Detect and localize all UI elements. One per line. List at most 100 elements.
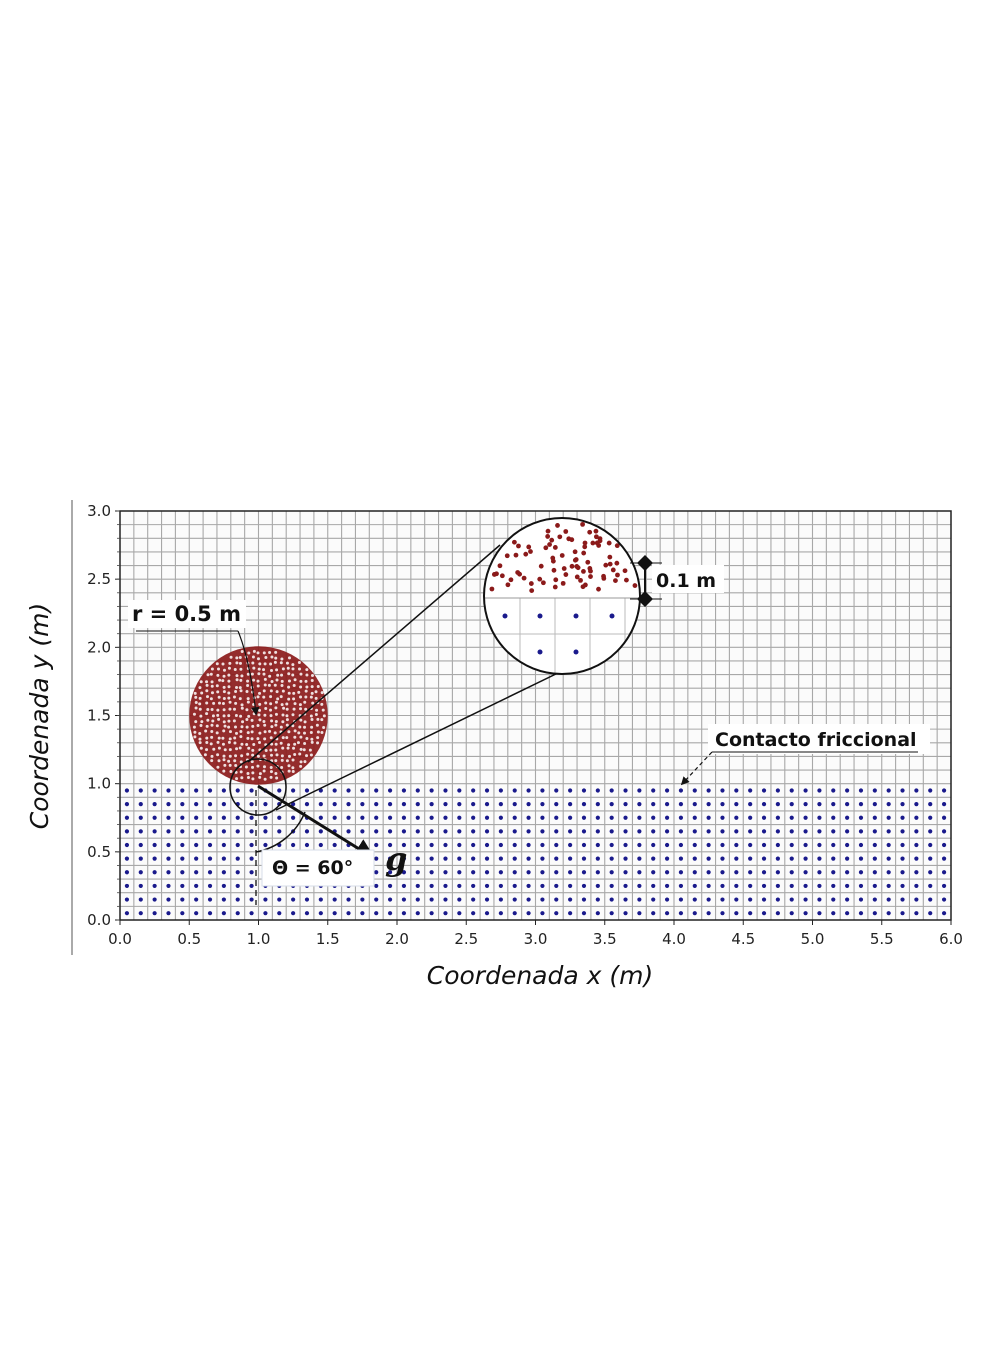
base-particle [207, 911, 213, 916]
zoom-disk-particle [550, 555, 556, 561]
disk-particle-gap [252, 712, 256, 716]
disk-particle-gap [205, 680, 209, 684]
base-particle [221, 897, 226, 902]
base-particle [374, 829, 379, 834]
contact-label: Contacto friccional [715, 729, 917, 751]
base-particle [180, 911, 185, 916]
base-particle [664, 829, 670, 834]
radius-label-bg [128, 600, 246, 628]
base-particle [914, 870, 919, 875]
radius-leader-arrow [237, 630, 260, 716]
base-particle [900, 897, 905, 902]
disk-particle-gap [222, 769, 226, 773]
base-particle [526, 829, 531, 834]
disk-particle-gap [234, 725, 238, 729]
contact-label-bg [708, 724, 930, 754]
base-particle [568, 842, 573, 848]
disk-particle-gap [262, 672, 266, 676]
base-particle [872, 883, 877, 889]
disk-particle-gap [298, 667, 302, 671]
base-particle [664, 911, 670, 916]
base-particle [304, 788, 310, 793]
base-particle [637, 788, 642, 793]
base-particle [623, 856, 628, 861]
base-particle [457, 842, 462, 848]
base-particle [900, 870, 905, 875]
zoom-disk-particle [607, 561, 613, 567]
base-particle [734, 829, 739, 834]
base-particle [664, 788, 670, 793]
base-particle [291, 897, 296, 902]
disk-particle-gap [267, 683, 271, 687]
disk-particle-gap [198, 741, 202, 745]
disk-particle-gap [199, 680, 203, 684]
base-particle [706, 911, 711, 916]
base-particle [789, 911, 794, 916]
base-particle [748, 883, 753, 889]
disk-particle-gap [285, 707, 289, 711]
disk-particle-gap [239, 770, 243, 774]
x-tick-label: 4.0 [662, 930, 686, 948]
base-particle [194, 829, 199, 834]
base-particle [152, 856, 157, 861]
base-particle [387, 802, 393, 807]
base-particle [526, 842, 531, 848]
base-particle [554, 802, 559, 807]
base-particle [678, 856, 684, 861]
disk-particle-gap [297, 731, 301, 735]
base-particle [304, 829, 310, 834]
zoom-disk-particle [572, 549, 578, 555]
base-particle [554, 829, 559, 834]
base-particle [734, 815, 739, 820]
base-particle [775, 856, 780, 861]
y-axis-title: Coordenada y (m) [25, 603, 54, 829]
disk-particle-gap [280, 758, 284, 762]
disk-particle-gap [227, 725, 231, 729]
zoom-disk-particle [494, 571, 499, 577]
base-particle [803, 870, 808, 875]
base-particle [706, 870, 711, 875]
disk-particle-gap [269, 695, 273, 699]
base-particle [194, 842, 199, 848]
base-particle [900, 911, 905, 916]
base-particle [512, 883, 517, 889]
zoom-disk-particle [561, 566, 567, 571]
base-particle [387, 829, 393, 834]
disk-particle-gap [222, 674, 226, 678]
base-particle [789, 856, 794, 861]
base-particle [360, 842, 365, 848]
base-particle [512, 815, 517, 820]
base-particle [291, 788, 296, 793]
disk-particle-gap [285, 736, 289, 740]
base-particle [678, 829, 684, 834]
zoom-disk-particle [560, 580, 566, 586]
base-particle [346, 815, 351, 820]
disk-particle-gap [258, 708, 262, 712]
disk-particle-gap [217, 695, 221, 699]
base-particle [443, 842, 448, 848]
base-particle [775, 897, 780, 902]
disk-particle-gap [232, 719, 236, 723]
zoom-disk-particle [580, 521, 585, 527]
base-particle [623, 829, 628, 834]
zoom-disk-particle [557, 534, 563, 540]
disk-particle-gap [251, 724, 255, 728]
disk-particle-gap [227, 719, 231, 723]
base-particle [568, 883, 573, 889]
base-particle [221, 911, 226, 916]
disk-particle-gap [250, 672, 254, 676]
disk-particle-gap [223, 724, 227, 728]
base-particle [263, 802, 268, 807]
disk-particle-gap [228, 737, 232, 741]
base-particle [235, 897, 240, 902]
base-particle [886, 788, 891, 793]
disk-particle-gap [297, 690, 301, 694]
base-particle [734, 897, 739, 902]
disk-particle-gap [235, 674, 239, 678]
base-particle [748, 870, 753, 875]
zoom-base-particle [609, 613, 615, 619]
base-particle [872, 870, 877, 875]
disk-particle-gap [299, 747, 303, 751]
base-particle [484, 897, 490, 902]
base-particle [554, 883, 559, 889]
